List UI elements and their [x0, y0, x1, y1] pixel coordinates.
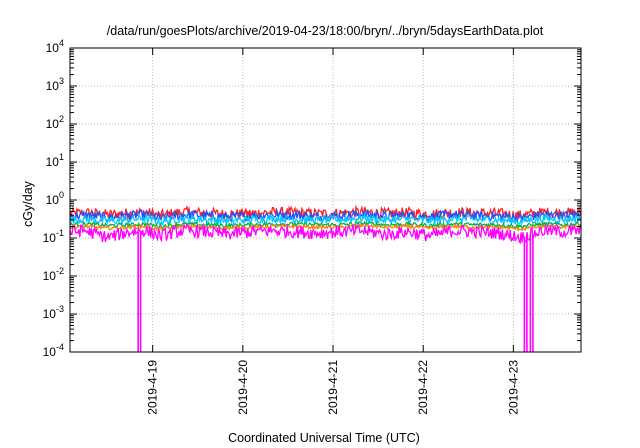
y-tick-label: 104: [46, 38, 64, 55]
x-tick-label: 2019-4-19: [146, 360, 160, 415]
y-tick-label: 10-3: [43, 304, 64, 321]
y-tick-label: 10-4: [43, 342, 64, 359]
axis-ticks: [70, 47, 581, 353]
x-tick-labels: 2019-4-19 2019-4-20 2019-4-21 2019-4-22 2019…: [146, 360, 521, 415]
grid-lines: [70, 48, 581, 352]
x-tick-label: 2019-4-20: [236, 360, 250, 415]
x-tick-label: 2019-4-21: [326, 360, 340, 415]
chart-title: /data/run/goesPlots/archive/2019-04-23/1…: [107, 24, 544, 38]
series-line-5: [69, 222, 581, 232]
x-tick-label: 2019-4-23: [506, 360, 520, 415]
y-tick-label: 101: [46, 152, 64, 169]
y-tick-label: 103: [46, 76, 64, 93]
y-tick-label: 10-1: [43, 228, 64, 245]
series-line-4: [69, 220, 582, 230]
y-tick-labels: 10-4 10-3 10-2 10-1 100 101 102 103 104: [43, 38, 64, 359]
x-axis-label: Coordinated Universal Time (UTC): [228, 431, 420, 445]
y-axis-label: cGy/day: [21, 180, 35, 227]
series-layer: [69, 204, 582, 352]
y-tick-label: 10-2: [43, 266, 64, 283]
series-line-6: [69, 222, 582, 245]
y-tick-label: 100: [46, 190, 64, 207]
y-tick-label: 102: [46, 114, 64, 131]
series-line-3: [69, 211, 582, 227]
x-tick-label: 2019-4-22: [416, 360, 430, 415]
